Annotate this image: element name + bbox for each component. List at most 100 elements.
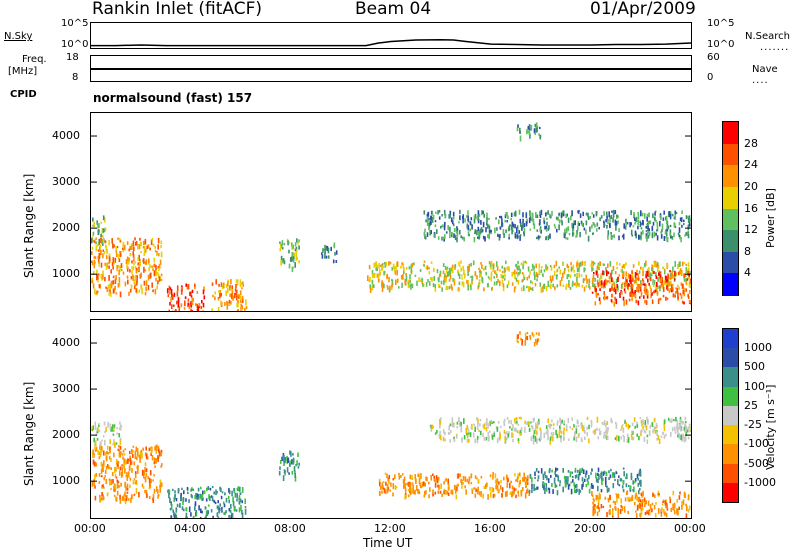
velocity-pixel	[135, 471, 137, 475]
velocity-pixel	[410, 488, 413, 494]
velocity-pixel	[646, 510, 648, 514]
velocity-pixel	[536, 486, 539, 490]
velocity-pixel	[476, 438, 479, 444]
power-pixel	[647, 235, 650, 239]
power-pixel	[112, 275, 115, 278]
velocity-pixel	[124, 459, 127, 465]
power-pixel	[561, 277, 563, 281]
velocity-pixel	[685, 421, 687, 424]
velocity-pixel	[201, 510, 203, 514]
power-pixel	[613, 283, 616, 288]
velocity-pixel	[523, 472, 525, 479]
power-pixel	[138, 266, 140, 273]
power-pixel	[611, 235, 613, 240]
velocity-pixel	[586, 426, 588, 430]
power-pixel	[683, 262, 686, 265]
power-pixel	[599, 261, 602, 267]
power-pixel	[588, 278, 590, 284]
power-pixel	[401, 262, 403, 266]
colorbar-tick-label: -25	[744, 418, 762, 432]
velocity-pixel	[654, 494, 656, 498]
velocity-pixel	[606, 512, 608, 518]
power-pixel	[332, 259, 335, 264]
velocity-region	[591, 490, 691, 518]
power-pixel	[656, 225, 659, 232]
velocity-pixel	[293, 466, 296, 472]
power-pixel	[689, 270, 691, 275]
power-pixel	[578, 267, 580, 272]
velocity-plot	[91, 331, 691, 518]
power-pixel	[570, 215, 572, 221]
power-pixel	[143, 266, 145, 273]
velocity-pixel	[94, 440, 97, 446]
power-pixel	[431, 277, 433, 282]
power-pixel	[500, 273, 502, 279]
velocity-pixel	[231, 490, 233, 497]
velocity-pixel	[145, 453, 148, 460]
power-pixel	[467, 280, 469, 286]
power-pixel	[91, 237, 93, 244]
colorbar-tick-label: 24	[744, 158, 758, 172]
power-pixel	[100, 232, 103, 235]
power-pixel	[635, 216, 638, 222]
velocity-pixel	[93, 442, 96, 446]
velocity-pixel	[548, 423, 550, 428]
velocity-pixel	[91, 482, 94, 487]
power-pixel	[609, 222, 611, 229]
velocity-pixel	[525, 485, 527, 488]
power-pixel	[547, 280, 550, 287]
power-pixel	[596, 228, 598, 232]
power-pixel	[236, 310, 239, 311]
velocity-pixel	[129, 477, 132, 481]
power-pixel	[668, 281, 671, 287]
velocity-pixel	[525, 476, 527, 480]
power-pixel	[428, 267, 430, 270]
power-pixel	[553, 264, 556, 269]
power-pixel	[625, 271, 628, 277]
power-pixel	[104, 227, 107, 232]
velocity-pixel	[483, 423, 486, 430]
velocity-pixel	[297, 466, 300, 469]
velocity-pixel	[565, 479, 567, 485]
velocity-pixel	[524, 426, 526, 433]
velocity-pixel	[516, 430, 519, 434]
power-pixel	[428, 271, 431, 275]
velocity-pixel	[574, 467, 577, 471]
power-pixel	[536, 229, 539, 232]
power-pixel	[168, 309, 170, 311]
colorbar-tick-label: 500	[744, 360, 765, 374]
power-pixel	[139, 241, 142, 245]
power-pixel	[688, 222, 691, 227]
velocity-pixel	[279, 460, 282, 464]
velocity-pixel	[690, 426, 691, 430]
power-pixel	[460, 235, 462, 239]
velocity-pixel	[485, 484, 487, 489]
power-pixel	[145, 280, 148, 286]
velocity-pixel	[136, 456, 138, 461]
power-pixel	[466, 279, 468, 284]
velocity-pixel	[474, 493, 477, 498]
velocity-pixel	[129, 457, 132, 462]
power-pixel	[633, 280, 636, 284]
power-pixel	[421, 278, 423, 283]
power-pixel	[621, 265, 624, 269]
velocity-pixel	[102, 494, 104, 497]
power-pixel	[522, 260, 525, 265]
velocity-pixel	[172, 488, 174, 491]
power-pixel	[239, 279, 242, 286]
power-pixel	[529, 228, 532, 231]
power-pixel	[651, 271, 654, 275]
power-pixel	[373, 273, 376, 278]
power-pixel	[423, 260, 426, 263]
power-pixel	[689, 289, 691, 294]
velocity-pixel	[91, 429, 94, 432]
velocity-pixel	[622, 480, 625, 485]
power-pixel	[632, 264, 635, 268]
power-pixel	[450, 284, 453, 289]
power-pixel	[115, 292, 118, 295]
velocity-pixel	[120, 482, 122, 487]
velocity-pixel	[286, 467, 289, 473]
power-pixel	[649, 285, 651, 290]
velocity-pixel	[233, 506, 236, 512]
velocity-pixel	[160, 452, 162, 457]
